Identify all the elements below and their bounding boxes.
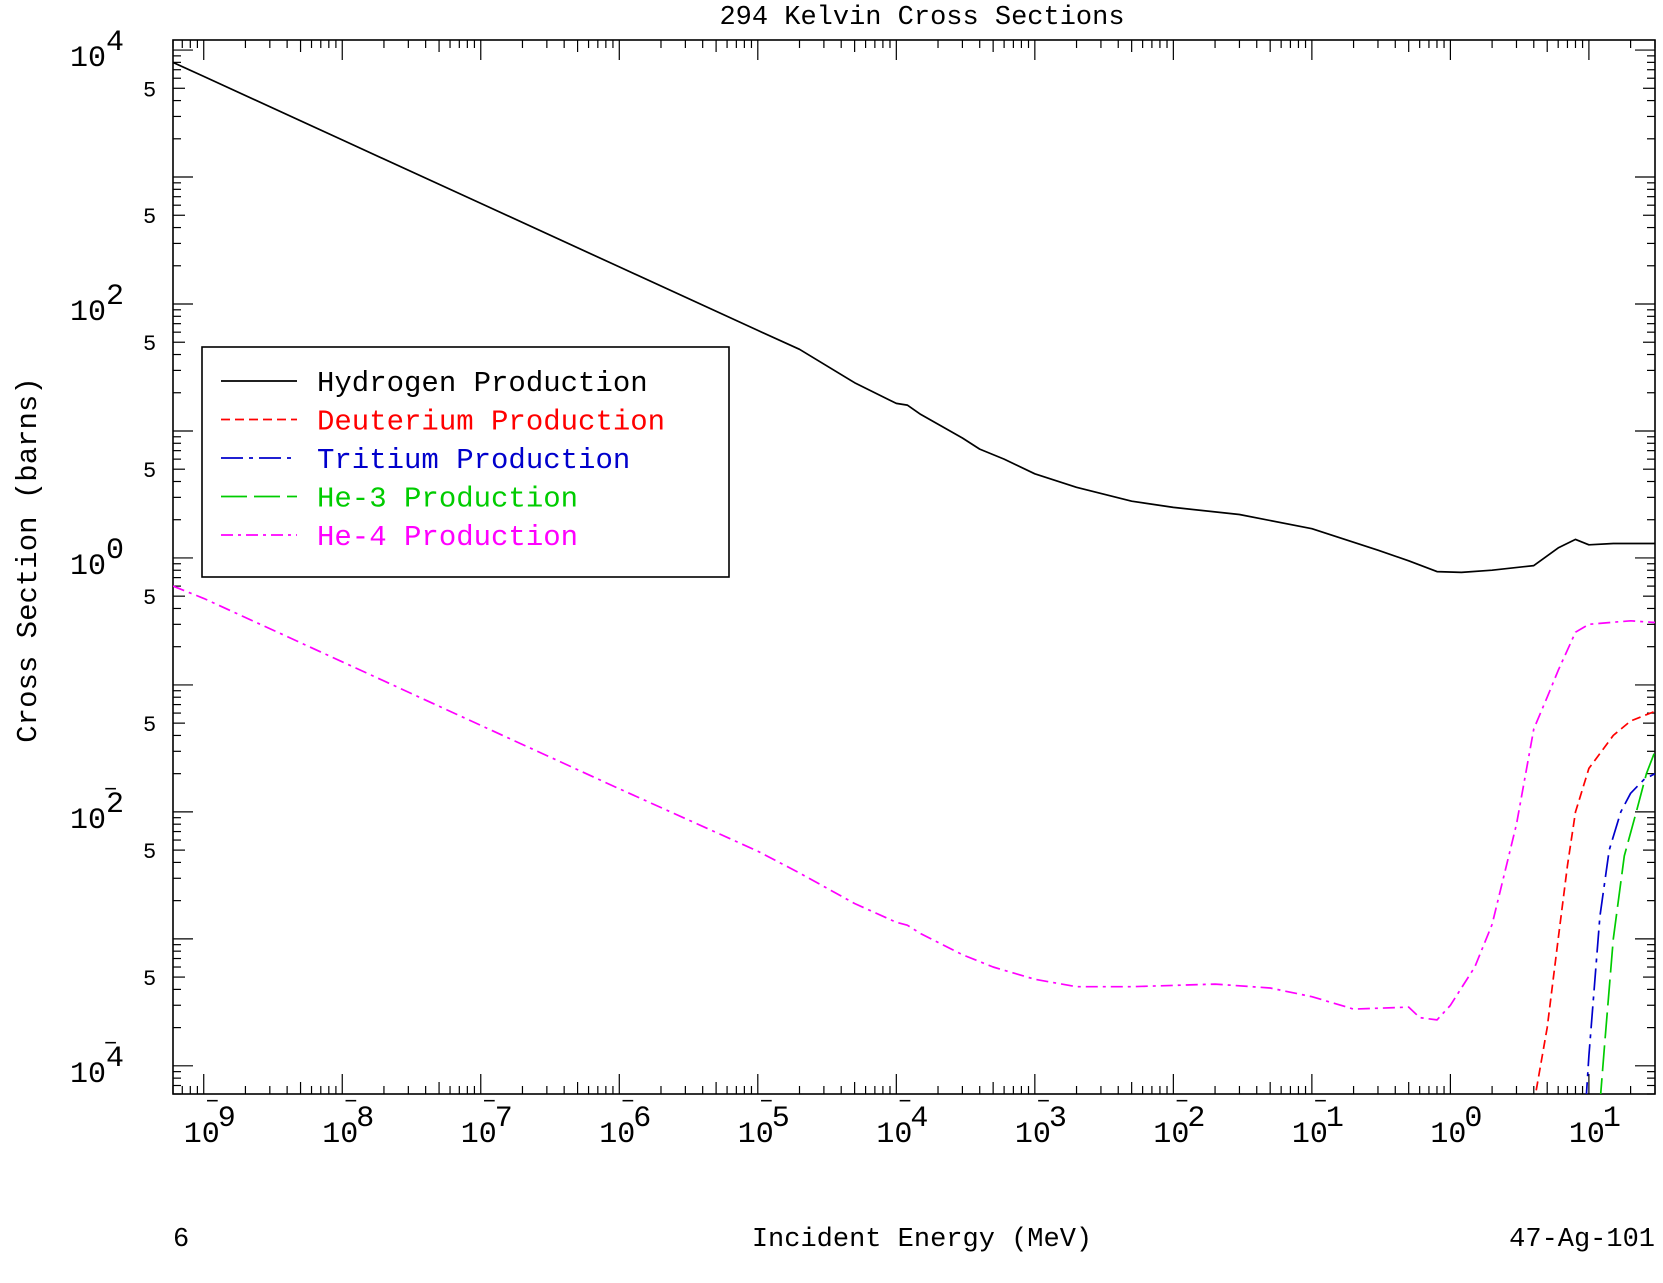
x-tick-exponent: 9	[218, 1102, 236, 1136]
x-tick-base: 10	[599, 1118, 635, 1152]
y-tick-minus: −	[104, 778, 117, 803]
x-tick-label: 10 −2	[1153, 1090, 1205, 1152]
legend: Hydrogen Production Deuterium Production T…	[201, 346, 730, 578]
y-tick-exponent: 0	[106, 534, 124, 568]
y-tick-label: 10 4	[70, 26, 124, 76]
y-minor-tick-label: 5	[143, 967, 156, 992]
y-tick-label: 10−4	[70, 1032, 124, 1092]
y-tick-base: 10	[70, 804, 106, 838]
y-tick-exponent: 4	[106, 26, 124, 60]
x-tick-exponent: 7	[495, 1102, 513, 1136]
data-series	[173, 61, 1655, 1094]
x-tick-base: 10	[738, 1118, 774, 1152]
x-tick-base: 10	[1153, 1118, 1189, 1152]
x-tick-exponent: 2	[1187, 1102, 1205, 1136]
x-tick-label: 10 −8	[322, 1090, 374, 1152]
x-tick-base: 10	[1430, 1118, 1466, 1152]
legend-label: He-4 Production	[317, 521, 578, 554]
x-tick-exponent: 1	[1603, 1102, 1621, 1136]
tritium-productionline-series-line	[1585, 772, 1655, 1094]
y-tick-label: 10−2	[70, 778, 124, 838]
legend-label: He-3 Production	[317, 483, 578, 516]
y-minor-tick-label: 5	[143, 332, 156, 357]
y-axis-label: Cross Section (barns)	[12, 377, 45, 742]
x-tick-exponent: 5	[772, 1102, 790, 1136]
x-tick-label: 10 −5	[738, 1090, 790, 1152]
x-tick-base: 10	[461, 1118, 497, 1152]
y-tick-base: 10	[70, 550, 106, 584]
x-tick-label: 10 −3	[1015, 1090, 1067, 1152]
x-tick-minus: −	[206, 1090, 219, 1115]
y-tick-base: 10	[70, 1058, 106, 1092]
y-tick-label: 10 2	[70, 280, 124, 330]
y-minor-tick-label: 5	[143, 459, 156, 484]
chart-title: 294 Kelvin Cross Sections	[719, 3, 1124, 33]
x-tick-label: 10 −7	[461, 1090, 513, 1152]
deuterium-productionline-series-line	[1534, 710, 1655, 1094]
legend-item: Deuterium Production	[221, 406, 665, 439]
x-tick-exponent: 3	[1049, 1102, 1067, 1136]
y-tick-minus: −	[104, 1032, 117, 1057]
y-minor-tick-label: 5	[143, 713, 156, 738]
x-tick-exponent: 6	[633, 1102, 651, 1136]
x-tick-label: 10 −6	[599, 1090, 651, 1152]
he-3-productionline-series-line	[1599, 750, 1655, 1094]
plot-number-label: 6	[173, 1225, 189, 1255]
x-tick-exponent: 8	[356, 1102, 374, 1136]
y-tick-base: 10	[70, 42, 106, 76]
he-4-productionline-series-line	[173, 585, 1655, 1021]
y-tick-exponent: 2	[106, 788, 124, 822]
x-tick-base: 10	[322, 1118, 358, 1152]
x-axis-label: Incident Energy (MeV)	[752, 1225, 1092, 1255]
x-tick-base: 10	[876, 1118, 912, 1152]
y-minor-tick-label: 5	[143, 840, 156, 865]
x-tick-minus: −	[1314, 1090, 1327, 1115]
material-label: 47-Ag-101	[1509, 1225, 1655, 1255]
hydrogen-productionline-series-line	[173, 61, 1655, 574]
legend-box	[201, 346, 730, 578]
x-tick-exponent: 0	[1464, 1102, 1482, 1136]
y-tick-base: 10	[70, 296, 106, 330]
legend-label: Hydrogen Production	[317, 367, 648, 400]
x-tick-minus: −	[760, 1090, 773, 1115]
x-tick-base: 10	[184, 1118, 220, 1152]
plot-frame	[172, 39, 1656, 1095]
legend-item: Tritium Production	[221, 444, 630, 477]
legend-item: Hydrogen Production	[221, 367, 648, 400]
y-tick-label: 10 0	[70, 534, 124, 584]
x-tick-minus: −	[621, 1090, 634, 1115]
x-tick-minus: −	[483, 1090, 496, 1115]
x-tick-label: 10 −9	[184, 1090, 236, 1152]
y-minor-tick-label: 5	[143, 78, 156, 103]
x-tick-label: 100	[1430, 1102, 1482, 1152]
x-tick-base: 10	[1292, 1118, 1328, 1152]
x-tick-exponent: 4	[910, 1102, 928, 1136]
x-tick-label: 10 −4	[876, 1090, 928, 1152]
x-tick-label: 101	[1569, 1102, 1621, 1152]
x-tick-base: 10	[1015, 1118, 1051, 1152]
x-tick-minus: −	[1037, 1090, 1050, 1115]
x-tick-base: 10	[1569, 1118, 1605, 1152]
x-tick-minus: −	[898, 1090, 911, 1115]
legend-item: He-4 Production	[221, 521, 578, 554]
legend-label: Deuterium Production	[317, 406, 665, 439]
y-tick-exponent: 2	[106, 280, 124, 314]
legend-label: Tritium Production	[317, 444, 630, 477]
x-tick-minus: −	[1175, 1090, 1188, 1115]
x-axis-ticks: 10−9 10−8 10−7 10−6 10−5 10−4 10−3 10−2 10−1 100 1…	[172, 40, 1656, 1152]
legend-item: He-3 Production	[221, 483, 578, 516]
y-tick-exponent: 4	[106, 1042, 124, 1076]
x-tick-label: 10 −1	[1292, 1090, 1344, 1152]
x-tick-minus: −	[344, 1090, 357, 1115]
y-minor-tick-label: 5	[143, 586, 156, 611]
x-tick-exponent: 1	[1326, 1102, 1344, 1136]
y-minor-tick-label: 5	[143, 205, 156, 230]
